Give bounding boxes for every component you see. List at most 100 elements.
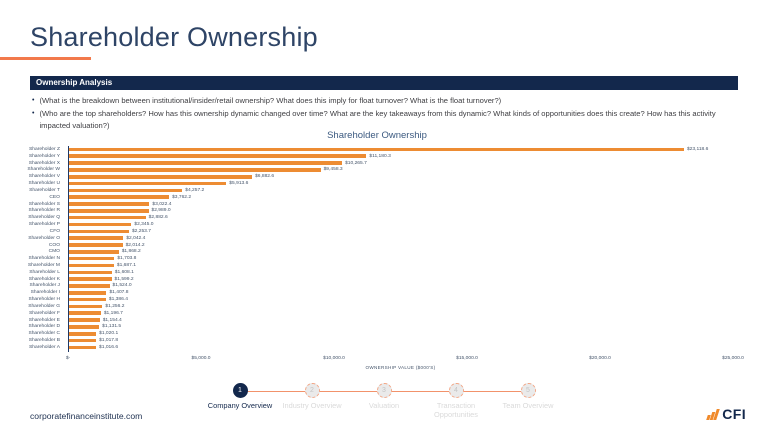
bar-track: $1,154.4	[69, 318, 734, 323]
bar-track: $3,022.4	[69, 202, 734, 207]
step-circle[interactable]: 3	[376, 383, 392, 398]
bar	[69, 229, 129, 234]
bar	[69, 291, 107, 295]
bar-track: $1,687.1	[69, 263, 734, 268]
x-tick-label: $25,000.0	[722, 356, 744, 361]
bar-track: $1,868.2	[69, 249, 734, 254]
step-circle[interactable]: 1	[232, 383, 248, 398]
bar-track: $3,762.2	[69, 195, 734, 200]
step-label: Team Overview	[502, 401, 554, 410]
step-circle[interactable]: 2	[304, 383, 320, 398]
chart-title: Shareholder Ownership	[327, 130, 427, 141]
value-label: $1,407.8	[109, 290, 129, 296]
category-label: CMO	[48, 249, 60, 255]
stepper-step-company-overview[interactable]: 1 Company Overview	[204, 383, 276, 420]
value-label: $1,017.8	[99, 338, 119, 344]
bar	[69, 195, 170, 199]
value-label: $3,762.2	[172, 194, 192, 200]
category-label: Shareholder D	[28, 324, 60, 330]
chart-row: Shareholder J $1,524.0	[20, 283, 734, 290]
category-label: Shareholder I	[30, 290, 60, 296]
x-tick-label: $-	[65, 356, 71, 361]
value-label: $1,256.2	[105, 303, 125, 309]
bar-track: $1,256.2	[69, 304, 734, 309]
value-label: $1,016.6	[99, 344, 119, 350]
bar-track: $6,882.6	[69, 174, 734, 179]
bar	[69, 270, 112, 275]
bar	[69, 331, 97, 336]
value-label: $1,687.1	[116, 262, 136, 268]
shareholder-ownership-chart: Shareholder Ownership Shareholder Z $23,1…	[20, 130, 744, 370]
category-label: CEO	[49, 194, 60, 200]
category-label: Shareholder V	[28, 174, 60, 180]
category-label: Shareholder L	[29, 269, 60, 275]
stepper-step-valuation[interactable]: 3 Valuation	[348, 383, 420, 420]
bar	[69, 209, 149, 213]
step-circle[interactable]: 5	[520, 383, 536, 398]
cfi-logo-slashes-icon	[706, 409, 720, 420]
bullet-list: • (What is the breakdown between institu…	[32, 95, 736, 133]
category-label: Shareholder R	[28, 208, 60, 214]
footer-url[interactable]: corporatefinanceinstitute.com	[30, 411, 143, 421]
bar-track: $2,989.0	[69, 208, 734, 213]
bar-track: $1,017.8	[69, 338, 734, 343]
category-label: Shareholder G	[28, 303, 60, 309]
chart-row: Shareholder I $1,407.8	[20, 289, 734, 296]
value-label: $1,154.4	[102, 317, 122, 323]
value-label: $2,014.2	[125, 242, 145, 248]
x-axis-ticks: $- $5,000.0 $10,000.0 $15,000.0 $20,000.0 $25…	[65, 356, 744, 364]
bar	[69, 168, 321, 172]
category-label: COO	[48, 242, 60, 248]
bar-track: $1,196.7	[69, 311, 734, 316]
value-label: $1,599.2	[114, 276, 134, 282]
category-label: Shareholder H	[28, 297, 60, 303]
value-label: $2,989.0	[151, 208, 171, 214]
step-label: Valuation	[368, 401, 400, 410]
chart-row: CMO $1,868.2	[20, 248, 734, 255]
bar	[69, 202, 150, 206]
bar-track: $5,913.6	[69, 181, 734, 186]
bar	[69, 188, 183, 193]
stepper-step-industry-overview[interactable]: 2 Industry Overview	[276, 383, 348, 420]
value-label: $1,196.7	[103, 310, 123, 316]
category-label: Shareholder B	[28, 338, 60, 344]
bullet-text: (What is the breakdown between instituti…	[39, 96, 502, 105]
step-circle[interactable]: 4	[448, 383, 464, 398]
step-label: Company Overview	[207, 401, 273, 410]
bar	[69, 338, 97, 343]
chart-row: Shareholder M $1,687.1	[20, 262, 734, 269]
chart-row: Shareholder X $10,265.7	[20, 160, 734, 167]
bar-track: $10,265.7	[69, 161, 734, 166]
bar	[69, 325, 100, 329]
chart-row: CFO $2,253.7	[20, 228, 734, 235]
category-label: Shareholder K	[28, 276, 60, 282]
bullet-icon: •	[32, 110, 35, 118]
bar-track: $4,257.2	[69, 188, 734, 193]
chart-row: Shareholder V $6,882.6	[20, 173, 734, 180]
bar-rows: Shareholder Z $23,118.6 Shareholder Y $11,1…	[20, 146, 734, 351]
bar	[69, 154, 367, 159]
bar	[69, 284, 110, 288]
progress-stepper: 1 Company Overview 2 Industry Overview 3 Valu…	[204, 383, 564, 420]
bullet-icon: •	[32, 97, 35, 104]
value-label: $1,868.2	[121, 249, 141, 255]
value-label: $11,180.3	[369, 153, 391, 159]
category-label: Shareholder E	[28, 317, 60, 323]
bar	[69, 263, 114, 268]
category-label: Shareholder Z	[29, 146, 60, 152]
chart-row: Shareholder Q $2,882.6	[20, 214, 734, 221]
value-label: $1,608.1	[114, 269, 134, 275]
category-label: Shareholder X	[28, 160, 60, 166]
stepper-step-transaction-opportunities[interactable]: 4 Transaction Opportunities	[420, 383, 492, 420]
value-label: $3,022.4	[152, 201, 172, 207]
chart-row: Shareholder D $1,131.5	[20, 324, 734, 331]
chart-row: CEO $3,762.2	[20, 194, 734, 201]
bar	[69, 174, 253, 179]
stepper-step-team-overview[interactable]: 5 Team Overview	[492, 383, 564, 420]
title-underline	[0, 57, 91, 60]
bar	[69, 304, 103, 309]
bar-track: $11,180.3	[69, 154, 734, 159]
y-axis-line	[68, 146, 69, 352]
bullet-text: (Who are the top shareholders? How has t…	[39, 109, 716, 130]
